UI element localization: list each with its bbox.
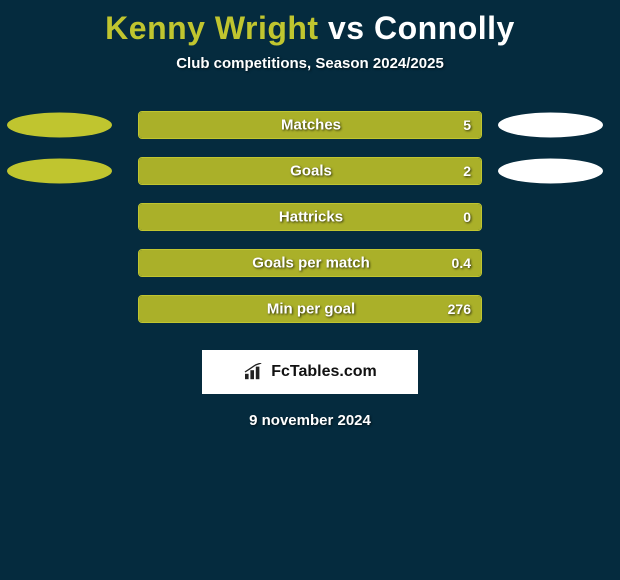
stat-row: Matches5	[0, 102, 620, 148]
title-player1: Kenny Wright	[105, 10, 318, 46]
title-vs: vs	[328, 10, 365, 46]
stat-bar-fill	[139, 204, 481, 230]
player1-oval	[7, 113, 112, 138]
stat-bar: Min per goal276	[138, 295, 482, 323]
stat-row: Goals2	[0, 148, 620, 194]
subtitle: Club competitions, Season 2024/2025	[0, 55, 620, 72]
player2-oval	[498, 113, 603, 138]
date-text: 9 november 2024	[0, 412, 620, 429]
page-title: Kenny Wright vs Connolly	[0, 0, 620, 47]
title-player2: Connolly	[374, 10, 515, 46]
stat-bar-fill	[139, 296, 481, 322]
player2-oval	[498, 159, 603, 184]
stat-row: Goals per match0.4	[0, 240, 620, 286]
bar-chart-icon	[243, 363, 265, 381]
stat-row: Min per goal276	[0, 286, 620, 332]
stat-row: Hattricks0	[0, 194, 620, 240]
stat-bar-fill	[139, 250, 481, 276]
stat-bar-fill	[139, 158, 481, 184]
stat-bar: Goals2	[138, 157, 482, 185]
stat-bar: Goals per match0.4	[138, 249, 482, 277]
stat-rows: Matches5 Goals2 Hattricks0 Goals per match0…	[0, 102, 620, 332]
stat-bar: Hattricks0	[138, 203, 482, 231]
stat-bar-fill	[139, 112, 481, 138]
fctables-logo[interactable]: FcTables.com	[202, 350, 418, 394]
stat-bar: Matches5	[138, 111, 482, 139]
player1-oval	[7, 159, 112, 184]
logo-text: FcTables.com	[271, 363, 377, 381]
